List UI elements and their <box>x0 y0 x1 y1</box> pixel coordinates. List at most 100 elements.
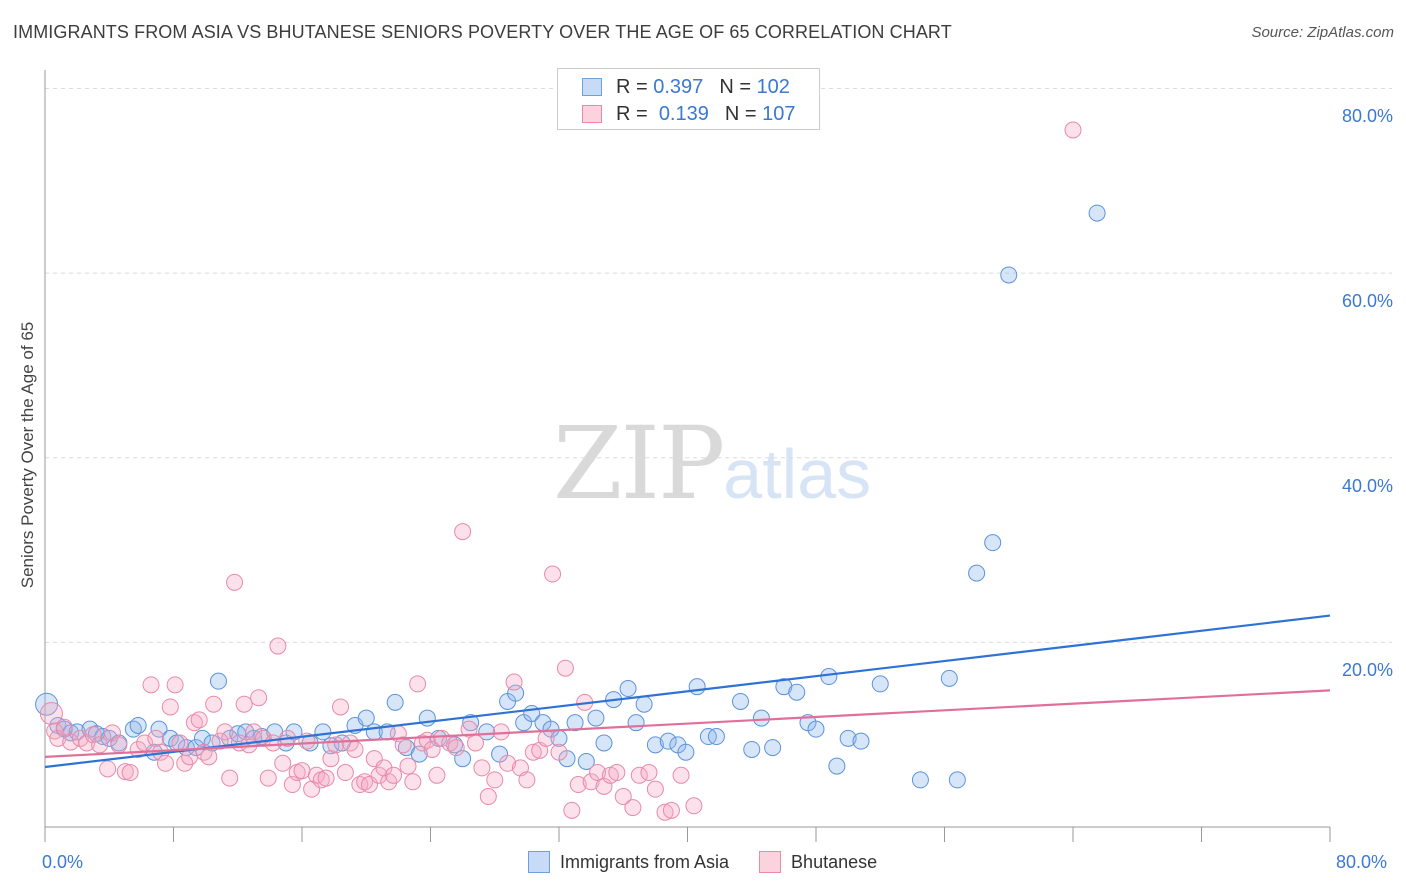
bhutanese-point <box>505 673 523 691</box>
asia-point <box>984 534 1002 552</box>
asia-point <box>820 668 838 686</box>
bhutanese-point <box>563 801 581 819</box>
bhutanese-point <box>518 771 536 789</box>
asia-point <box>577 752 595 770</box>
bhutanese-point <box>269 637 287 655</box>
n-label: N = <box>719 75 751 98</box>
y-tick-label: 40.0% <box>1341 475 1393 496</box>
y-tick-label: 20.0% <box>1341 660 1393 681</box>
asia-point <box>752 709 770 727</box>
bhutanese-point <box>394 736 412 754</box>
asia-legend-swatch <box>528 851 550 873</box>
asia-point <box>1088 204 1106 222</box>
bhutanese-point <box>221 769 239 787</box>
asia-point <box>357 709 375 727</box>
asia-point <box>871 675 889 693</box>
stats-row-bhutanese: R = 0.139 N = 107 <box>582 102 796 126</box>
bhutanese-point <box>129 740 147 758</box>
bhutanese-point <box>142 676 160 694</box>
bhutanese-point <box>293 762 311 780</box>
asia-point <box>764 739 782 757</box>
bhutanese-point <box>205 695 223 713</box>
asia-point <box>285 723 303 741</box>
asia-point <box>410 745 428 763</box>
bhutanese-point <box>473 759 491 777</box>
legend-item-asia[interactable]: Immigrants from Asia <box>528 851 729 873</box>
watermark-atlas: atlas <box>723 435 872 513</box>
bhutanese-point <box>49 729 67 747</box>
bhutanese-point <box>264 734 282 752</box>
bhutanese-point <box>226 573 244 591</box>
bhutanese-point <box>250 689 268 707</box>
series-legend: Immigrants from Asia Bhutanese <box>528 851 907 873</box>
watermark-zip: ZIP <box>553 405 725 522</box>
source-label: Source: ZipAtlas.com <box>1251 24 1394 41</box>
bhutanese-point <box>185 714 203 732</box>
bhutanese-point <box>499 754 517 772</box>
x-tick-label-max: 80.0% <box>1336 852 1388 872</box>
bhutanese-point <box>524 743 542 761</box>
asia-point <box>507 684 525 702</box>
bhutanese-point <box>646 780 664 798</box>
bhutanese-point <box>640 764 658 782</box>
bhutanese-point <box>259 769 277 787</box>
bhutanese-point <box>423 740 441 758</box>
asia-point <box>968 564 986 582</box>
asia-trend-line <box>44 614 1331 769</box>
legend-item-bhutanese[interactable]: Bhutanese <box>759 851 877 873</box>
asia-point <box>707 728 725 746</box>
r-value-bhutanese: 0.139 <box>658 102 709 125</box>
asia-point <box>566 714 584 732</box>
asia-point <box>732 692 750 710</box>
bhutanese-point <box>55 718 73 736</box>
bhutanese-point <box>569 776 587 794</box>
bhutanese-point <box>460 720 478 738</box>
asia-point <box>659 732 677 750</box>
bhutanese-point <box>544 565 562 583</box>
bhutanese-point <box>595 777 613 795</box>
bhutanese-point <box>656 803 674 821</box>
asia-point <box>948 771 966 789</box>
asia-point <box>587 709 605 727</box>
bhutanese-point <box>91 736 109 754</box>
y-tick-label: 60.0% <box>1341 291 1393 312</box>
bhutanese-point <box>356 773 374 791</box>
bhutanese-point <box>624 799 642 817</box>
bhutanese-point <box>662 801 680 819</box>
bhutanese-point <box>428 766 446 784</box>
r-label: R = <box>616 102 648 125</box>
bhutanese-point <box>399 757 417 775</box>
bhutanese-point <box>327 736 345 754</box>
asia-point <box>386 693 404 711</box>
bhutanese-point <box>486 771 504 789</box>
bhutanese-point <box>121 764 139 782</box>
stats-legend: R = 0.397 N = 102 R = 0.139 N = 107 <box>557 68 820 130</box>
bhutanese-point <box>116 763 134 781</box>
bhutanese-point <box>413 734 431 752</box>
legend-label-bhutanese: Bhutanese <box>791 851 878 872</box>
bhutanese-point <box>685 797 703 815</box>
bhutanese-point <box>235 695 253 713</box>
asia-point <box>462 714 480 732</box>
bhutanese-point <box>433 729 451 747</box>
asia-point <box>129 716 147 734</box>
bhutanese-point <box>274 754 292 772</box>
asia-point <box>100 729 118 747</box>
bhutanese-point <box>245 723 263 741</box>
bhutanese-point <box>385 766 403 784</box>
asia-point <box>1000 266 1018 284</box>
bhutanese-point <box>479 788 497 806</box>
bhutanese-point <box>317 769 335 787</box>
bhutanese-point <box>1064 121 1082 139</box>
bhutanese-point <box>156 754 174 772</box>
bhutanese-point <box>190 711 208 729</box>
asia-point <box>646 736 664 754</box>
r-value-asia: 0.397 <box>653 75 704 98</box>
watermark: ZIPatlas <box>553 405 871 522</box>
bhutanese-point <box>582 773 600 791</box>
asia-point <box>839 729 857 747</box>
asia-point <box>595 734 613 752</box>
stats-row-asia: R = 0.397 N = 102 <box>582 75 790 99</box>
asia-point <box>478 723 496 741</box>
